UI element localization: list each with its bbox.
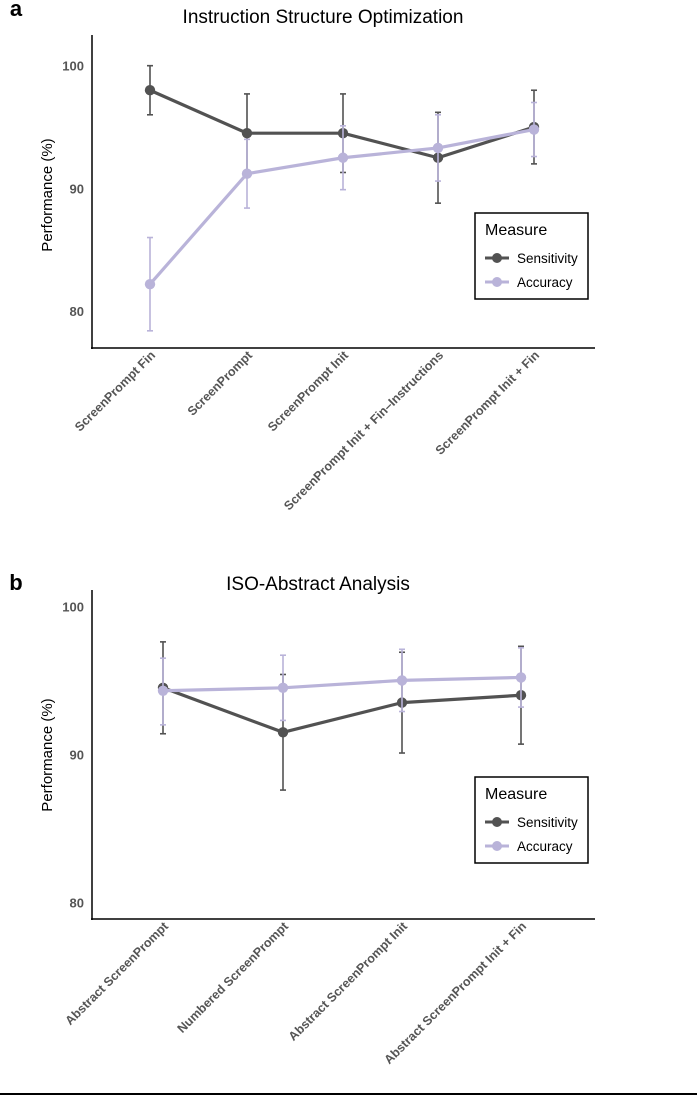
data-point: [241, 127, 253, 139]
data-point: [277, 727, 289, 738]
legend: Measure Sensitivity Accuracy: [474, 212, 589, 300]
series-accuracy: [144, 101, 540, 332]
chart-title: Instruction Structure Optimization: [183, 7, 464, 28]
x-tick-label: ScreenPrompt Init + Fin–Instructions: [281, 348, 446, 513]
legend: Measure Sensitivity Accuracy: [474, 776, 589, 864]
y-tick-label: 90: [70, 748, 84, 763]
series-sensitivity: [157, 641, 527, 791]
data-point: [337, 152, 349, 163]
series-line: [162, 686, 522, 734]
chart-panel-b: b ISO-Abstract Analysis Performance (%) 80 9…: [9, 570, 595, 1067]
bottom-rule: [0, 1093, 697, 1095]
x-tick-label: ScreenPrompt Init + Fin: [433, 348, 542, 457]
x-tick-label: Abstract ScreenPrompt Init + Fin: [381, 919, 529, 1067]
legend-swatch-dot: [492, 817, 502, 827]
y-axis-label: Performance (%): [39, 698, 56, 811]
data-point: [144, 85, 156, 96]
x-tick-label: Abstract ScreenPrompt: [62, 919, 171, 1028]
data-point: [277, 682, 289, 694]
x-tick-label: ScreenPrompt: [185, 348, 256, 419]
x-tick-label: ScreenPrompt Fin: [72, 348, 158, 434]
legend-entry: Sensitivity: [517, 251, 578, 266]
data-point: [528, 124, 540, 135]
x-tick-label: ScreenPrompt Init: [265, 348, 352, 435]
data-point: [396, 675, 408, 686]
series-accuracy: [157, 646, 527, 726]
series-sensitivity: [144, 64, 540, 204]
chart-panel-a: a Instruction Structure Optimization Perfo…: [10, 0, 595, 513]
y-tick-label: 100: [62, 599, 84, 614]
chart-title: ISO-Abstract Analysis: [226, 574, 410, 595]
legend-swatch-dot: [492, 253, 502, 263]
y-tick-label: 80: [70, 304, 84, 319]
legend-swatch-dot: [492, 841, 502, 851]
data-point: [432, 142, 444, 154]
series-line: [162, 675, 522, 693]
data-point: [157, 685, 169, 696]
legend-title: Measure: [485, 222, 547, 239]
legend-swatch-dot: [492, 277, 502, 287]
data-point: [144, 278, 156, 290]
series-line: [149, 88, 535, 160]
y-tick-label: 100: [62, 59, 84, 74]
legend-title: Measure: [485, 786, 547, 803]
y-tick-label: 90: [70, 181, 84, 196]
data-point: [515, 672, 527, 683]
data-point: [241, 168, 253, 179]
legend-entry: Accuracy: [517, 275, 573, 290]
legend-entry: Accuracy: [517, 839, 573, 854]
legend-entry: Sensitivity: [517, 815, 578, 830]
y-axis-label: Performance (%): [39, 138, 56, 251]
x-tick-label: Abstract ScreenPrompt Init: [286, 919, 411, 1044]
panel-label: b: [9, 570, 22, 595]
panel-label: a: [10, 0, 23, 21]
x-tick-label: Numbered ScreenPrompt: [175, 919, 292, 1036]
y-tick-label: 80: [70, 896, 84, 911]
